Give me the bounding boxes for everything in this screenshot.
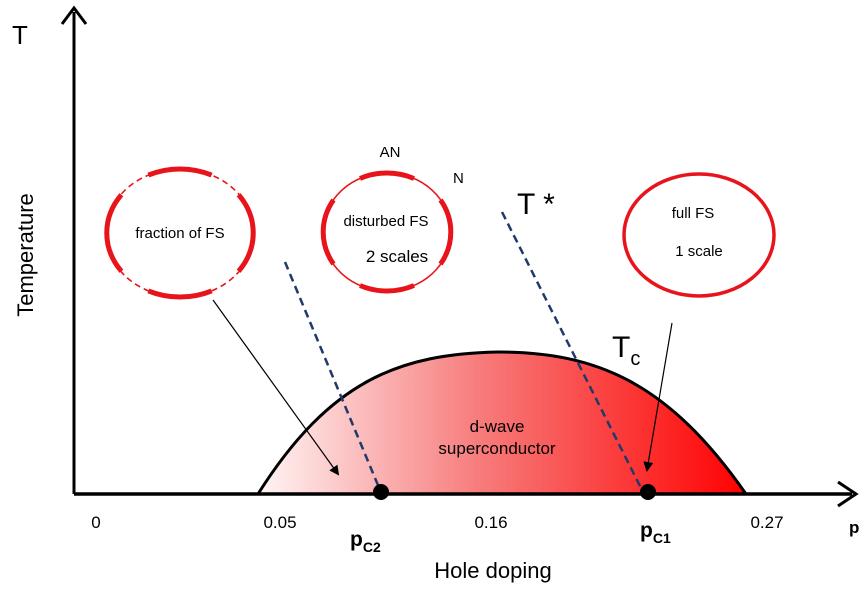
arrow-full-to-dome <box>643 322 673 472</box>
dome-label-line2: superconductor <box>438 439 556 458</box>
pc2-point <box>373 484 389 500</box>
x-axis-arrowhead <box>837 480 859 508</box>
fermi-arc <box>147 166 213 178</box>
pc1-point <box>640 484 656 500</box>
crossover-line-pc2 <box>283 261 382 491</box>
fraction-fs-bubble: fraction of FS <box>104 166 256 300</box>
y-axis-arrowhead <box>60 5 88 25</box>
fraction-fs-label: fraction of FS <box>135 225 224 242</box>
nodal-label: N <box>453 170 464 187</box>
fermi-surface-thin <box>322 172 452 292</box>
tick-0.27: 0.27 <box>750 513 783 532</box>
two-scales-label: 2 scales <box>366 247 428 266</box>
pc2-label: pC2 <box>350 528 381 555</box>
fermi-arc <box>104 193 124 273</box>
full-fs-bubble: full FS 1 scale <box>622 172 776 298</box>
fermi-arc <box>359 283 415 294</box>
superconducting-dome <box>255 350 749 496</box>
tick-0: 0 <box>91 513 100 532</box>
tick-0.16: 0.16 <box>474 513 507 532</box>
full-fs-label: full FS <box>672 205 715 222</box>
fermi-arc <box>236 193 256 273</box>
x-axis-label: Hole doping <box>434 558 551 583</box>
antinodal-label: AN <box>380 144 401 161</box>
fermi-arc <box>438 198 454 266</box>
x-axis-symbol: p <box>849 518 859 537</box>
dome-label-line1: d-wave <box>470 417 525 436</box>
disturbed-fs-bubble: disturbed FS 2 scales AN N <box>320 144 464 294</box>
one-scale-label: 1 scale <box>675 243 723 260</box>
fermi-arc <box>359 170 415 181</box>
tc-label: Tc <box>612 331 640 370</box>
y-axis-label: Temperature <box>13 193 38 317</box>
fermi-surface-full <box>622 172 776 298</box>
fermi-arc <box>147 288 213 300</box>
t-star-label: T * <box>517 188 555 221</box>
pc1-label: pC1 <box>640 519 671 546</box>
tick-0.05: 0.05 <box>263 513 296 532</box>
y-axis-symbol: T <box>12 20 28 50</box>
arrow-fraction-to-dome <box>212 299 340 476</box>
disturbed-fs-label: disturbed FS <box>343 213 428 230</box>
fermi-arc <box>320 198 336 266</box>
